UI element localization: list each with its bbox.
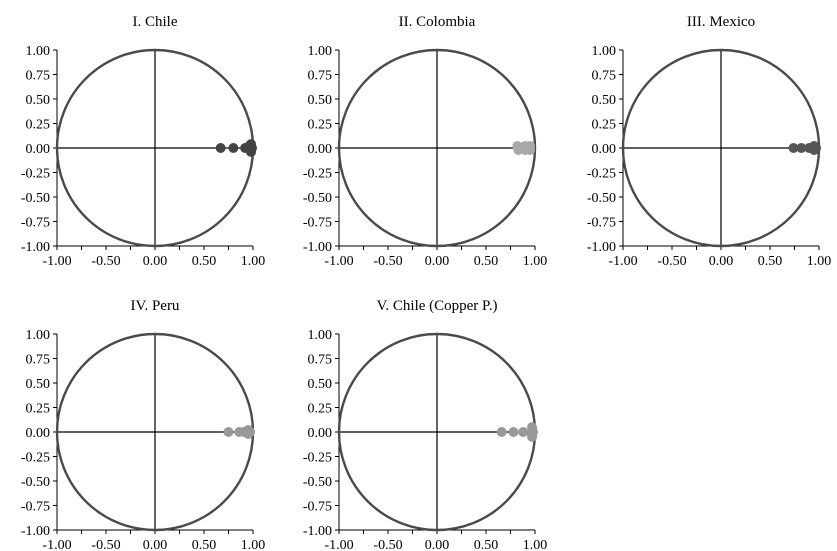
y-tick-label: 0.00 — [308, 426, 333, 441]
y-tick-label: 0.50 — [26, 93, 51, 108]
x-tick-label: 0.00 — [425, 254, 450, 269]
x-tick-label: 0.00 — [143, 254, 168, 269]
y-tick-label: -0.75 — [303, 216, 332, 231]
y-tick-label: 0.75 — [26, 69, 51, 84]
x-tick-label: -1.00 — [42, 538, 71, 551]
x-tick-label: -0.50 — [373, 538, 402, 551]
panel-title: II. Colombia — [399, 14, 476, 30]
x-tick-label: 0.50 — [474, 538, 499, 551]
x-tick-label: -0.50 — [91, 538, 120, 551]
y-tick-label: 1.00 — [308, 328, 333, 343]
y-tick-label: 1.00 — [308, 44, 333, 59]
panel-2: II. Colombia -1.00 -0.75 -0.50 -0.25 0.00 0.25… — [303, 14, 547, 269]
data-point — [228, 143, 239, 153]
x-tick-label: 1.00 — [523, 538, 548, 551]
y-tick-label: -0.50 — [21, 191, 50, 206]
panel-4: IV. Peru -1.00 -0.75 -0.50 -0.25 0.00 0.25 0.50… — [21, 298, 265, 551]
x-tick-label: -1.00 — [324, 254, 353, 269]
y-tick-label: 0.50 — [308, 93, 333, 108]
x-tick-label: -1.00 — [42, 254, 71, 269]
y-tick-label: 0.00 — [308, 142, 333, 157]
x-tick-label: 1.00 — [807, 254, 832, 269]
data-point — [215, 143, 226, 153]
y-tick-label: 0.50 — [26, 377, 51, 392]
y-tick-label: 0.00 — [26, 426, 51, 441]
panel-3: III. Mexico -1.00 -0.75 -0.50 -0.25 0.00 0.25 0… — [587, 14, 831, 269]
panel-title: V. Chile (Copper P.) — [377, 298, 498, 314]
data-point — [496, 427, 507, 437]
y-tick-label: 0.25 — [26, 118, 51, 133]
panel-title: I. Chile — [133, 14, 178, 30]
y-tick-label: -0.75 — [303, 500, 332, 515]
y-tick-label: -0.50 — [21, 475, 50, 490]
x-tick-label: 0.50 — [474, 254, 499, 269]
y-tick-label: 1.00 — [592, 44, 617, 59]
y-tick-label: -0.50 — [303, 191, 332, 206]
y-tick-label: -1.00 — [21, 240, 50, 255]
x-tick-label: 0.50 — [758, 254, 783, 269]
y-tick-label: -0.75 — [21, 216, 50, 231]
x-tick-label: 1.00 — [523, 254, 548, 269]
x-tick-label: 0.00 — [143, 538, 168, 551]
panel-5: V. Chile (Copper P.) -1.00 -0.75 -0.50 -0.25… — [303, 298, 547, 551]
x-tick-label: 0.00 — [709, 254, 734, 269]
data-point — [518, 427, 529, 437]
y-tick-label: 0.75 — [308, 69, 333, 84]
y-tick-label: -1.00 — [587, 240, 616, 255]
x-tick-label: 1.00 — [241, 254, 266, 269]
x-tick-label: 0.00 — [425, 538, 450, 551]
x-tick-label: -0.50 — [373, 254, 402, 269]
y-tick-label: -0.50 — [587, 191, 616, 206]
x-tick-label: -1.00 — [324, 538, 353, 551]
y-tick-label: 0.25 — [308, 118, 333, 133]
y-tick-label: -1.00 — [21, 524, 50, 539]
y-tick-label: 0.75 — [592, 69, 617, 84]
y-tick-label: -0.25 — [303, 167, 332, 182]
y-tick-label: 0.25 — [26, 402, 51, 417]
data-point — [245, 427, 256, 437]
y-tick-label: 0.50 — [592, 93, 617, 108]
data-point — [223, 427, 234, 437]
y-tick-label: 0.00 — [592, 142, 617, 157]
y-tick-label: -1.00 — [303, 524, 332, 539]
y-tick-label: 0.25 — [592, 118, 617, 133]
x-tick-label: 0.50 — [192, 538, 217, 551]
y-tick-label: 0.00 — [26, 142, 51, 157]
y-tick-label: -0.25 — [303, 451, 332, 466]
panel-title: III. Mexico — [687, 14, 755, 30]
data-point — [508, 427, 519, 437]
y-tick-label: 0.25 — [308, 402, 333, 417]
y-tick-label: 0.50 — [308, 377, 333, 392]
x-tick-label: -0.50 — [657, 254, 686, 269]
x-tick-label: -0.50 — [91, 254, 120, 269]
x-tick-label: -1.00 — [608, 254, 637, 269]
data-point — [788, 143, 799, 153]
data-point — [811, 143, 822, 153]
data-point — [247, 143, 258, 153]
data-point — [796, 143, 807, 153]
x-tick-label: 0.50 — [192, 254, 217, 269]
x-tick-label: 1.00 — [241, 538, 266, 551]
y-tick-label: -0.50 — [303, 475, 332, 490]
y-tick-label: 1.00 — [26, 328, 51, 343]
panel-1: I. Chile -1.00 -0.75 -0.50 -0.25 0.00 0.25 0.50… — [21, 14, 265, 269]
y-tick-label: -0.25 — [21, 451, 50, 466]
y-tick-label: -0.75 — [587, 216, 616, 231]
data-point — [525, 144, 536, 155]
y-tick-label: -0.25 — [21, 167, 50, 182]
y-tick-label: 0.75 — [26, 353, 51, 368]
y-tick-label: -1.00 — [303, 240, 332, 255]
y-tick-label: 1.00 — [26, 44, 51, 59]
panel-title: IV. Peru — [131, 298, 180, 314]
y-tick-label: 0.75 — [308, 353, 333, 368]
data-point — [528, 427, 539, 437]
y-tick-label: -0.75 — [21, 500, 50, 515]
unit-circle — [337, 48, 537, 248]
y-tick-label: -0.25 — [587, 167, 616, 182]
